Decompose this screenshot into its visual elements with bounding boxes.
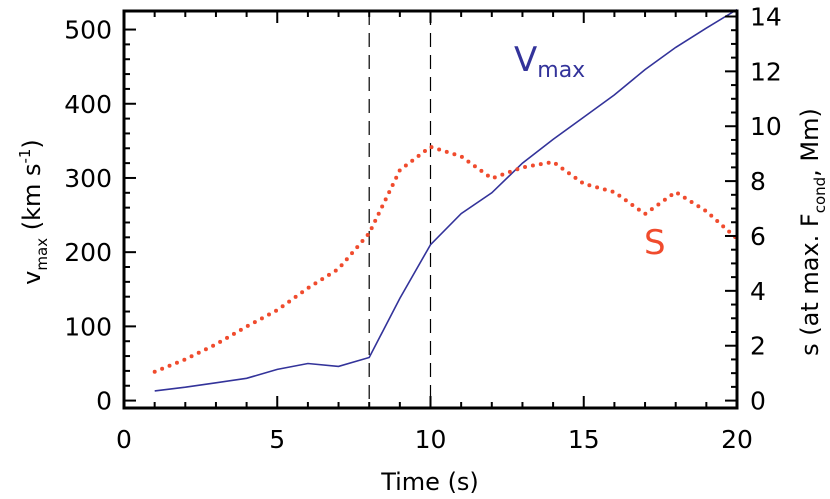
y-right-tick-label: 2 <box>750 332 766 361</box>
y-axis-left-title: vmax (km s-1) <box>16 139 51 285</box>
y-right-label-pre: s (at max. F <box>796 213 824 356</box>
y-left-tick-label: 200 <box>64 238 112 267</box>
y-right-tick-label: 6 <box>750 222 766 251</box>
y-right-label-post: , Mm) <box>796 108 824 177</box>
y-left-tick-label: 300 <box>64 164 112 193</box>
x-tick-label: 10 <box>415 425 447 454</box>
series-line-1 <box>152 144 739 374</box>
y-left-label-unit-sup: -1 <box>16 149 34 164</box>
y-right-tick-label: 4 <box>750 277 766 306</box>
y-left-tick-label: 500 <box>64 16 112 45</box>
y-left-tick-label: 100 <box>64 312 112 341</box>
x-tick-label: 0 <box>116 425 132 454</box>
y-right-tick-label: 0 <box>750 387 766 416</box>
x-tick-label: 20 <box>721 425 753 454</box>
y-left-label-unit-close: ) <box>18 139 46 148</box>
x-tick-label: 15 <box>568 425 600 454</box>
series-label-s: S <box>644 223 666 263</box>
x-axis-title: Time (s) <box>380 468 479 496</box>
series-label-vmax: Vmax <box>514 40 585 83</box>
y-right-label-sub: cond <box>811 177 829 213</box>
series-line-0 <box>154 8 738 392</box>
y-axis-right-title: s (at max. Fcond, Mm) <box>796 108 829 356</box>
y-left-tick-label: 0 <box>96 387 112 416</box>
y-left-label-sub: max <box>33 238 51 271</box>
y-right-tick-label: 14 <box>750 2 782 31</box>
y-left-tick-label: 400 <box>64 90 112 119</box>
y-right-tick-label: 8 <box>750 167 766 196</box>
y-left-label-main: v <box>18 271 46 285</box>
y-left-label-unit-open: (km s <box>18 164 46 238</box>
x-tick-label: 5 <box>269 425 285 454</box>
y-right-tick-label: 10 <box>750 112 782 141</box>
y-right-tick-label: 12 <box>750 57 782 86</box>
